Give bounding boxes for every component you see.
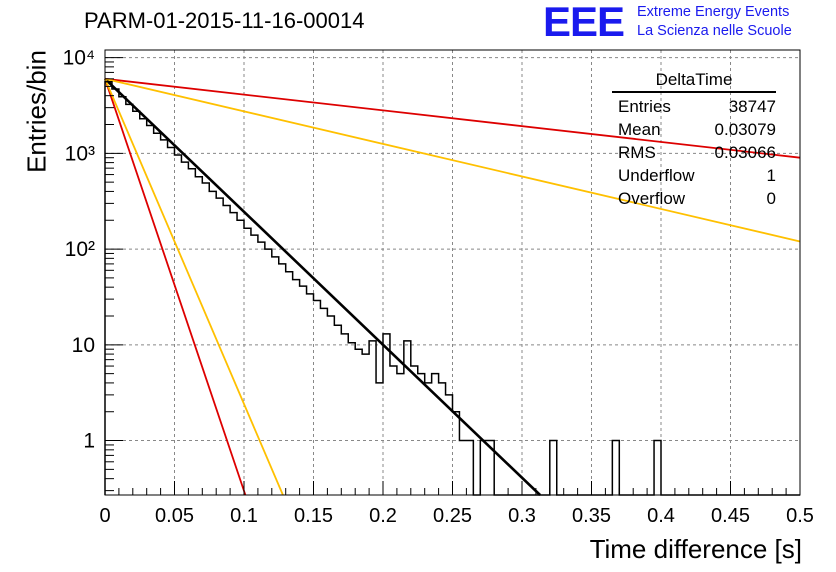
fit-curve <box>104 77 541 496</box>
stats-entries-label: Entries <box>618 97 671 116</box>
logo-line-2: La Scienza nelle Scuole <box>637 23 792 39</box>
stats-mean-value: 0.03079 <box>714 120 776 139</box>
x-axis-label: Time difference [s] <box>589 534 802 564</box>
stats-row-overflow: Overflow 0 <box>612 187 776 210</box>
stats-title: DeltaTime <box>612 70 776 93</box>
x-tick-label: 0 <box>99 505 110 527</box>
fit-curves <box>104 77 801 496</box>
logo-caption: Extreme Energy Events La Scienza nelle S… <box>637 3 792 41</box>
stats-row-mean: Mean 0.03079 <box>612 118 776 141</box>
fit-curve <box>104 78 247 496</box>
grid-lines <box>105 50 800 495</box>
x-tick-label: 0.1 <box>230 505 258 527</box>
x-tick-label: 0.25 <box>433 505 472 527</box>
stats-overflow-value: 0 <box>766 189 776 208</box>
stats-row-entries: Entries 38747 <box>612 95 776 118</box>
eee-logo: EEE <box>543 0 625 45</box>
x-tick-label: 0.2 <box>369 505 397 527</box>
stats-box: DeltaTime Entries 38747 Mean 0.03079 RMS… <box>612 70 776 210</box>
plot-frame <box>104 49 801 496</box>
fit-curve <box>104 78 284 496</box>
fit-curve <box>104 77 801 159</box>
y-tick-label: 10 <box>72 334 95 357</box>
y-tick-label: 10³ <box>65 142 95 165</box>
stats-overflow-label: Overflow <box>618 189 686 208</box>
stats-rms-value: 0.03066 <box>714 143 776 162</box>
x-tick-labels: 0 0.05 0.1 0.15 0.2 0.25 0.3 0.35 0.4 0.45 0.5 <box>99 505 813 527</box>
fit-curve <box>104 77 801 243</box>
stats-rms-label: RMS <box>618 143 656 162</box>
x-tick-label: 0.3 <box>508 505 536 527</box>
plot-title: PARM-01-2015-11-16-00014 <box>84 8 365 33</box>
stats-mean-label: Mean <box>618 120 661 139</box>
x-tick-label: 0.15 <box>294 505 333 527</box>
logo-line-1: Extreme Energy Events <box>637 4 790 20</box>
x-tick-label: 0.4 <box>647 505 675 527</box>
x-tick-label: 0.45 <box>711 505 750 527</box>
y-tick-label: 10² <box>65 238 95 261</box>
x-tick-label: 0.5 <box>786 505 814 527</box>
stats-underflow-value: 1 <box>766 166 776 185</box>
stats-entries-value: 38747 <box>728 97 776 116</box>
stats-row-underflow: Underflow 1 <box>612 164 776 187</box>
y-tick-label: 10⁴ <box>63 47 95 70</box>
stats-row-rms: RMS 0.03066 <box>612 141 776 164</box>
axes <box>104 49 801 496</box>
stats-underflow-label: Underflow <box>618 166 695 185</box>
y-tick-label: 1 <box>83 430 95 453</box>
x-tick-label: 0.05 <box>155 505 194 527</box>
y-tick-labels: 1 10 10² 10³ 10⁴ <box>63 47 95 453</box>
x-tick-label: 0.35 <box>572 505 611 527</box>
